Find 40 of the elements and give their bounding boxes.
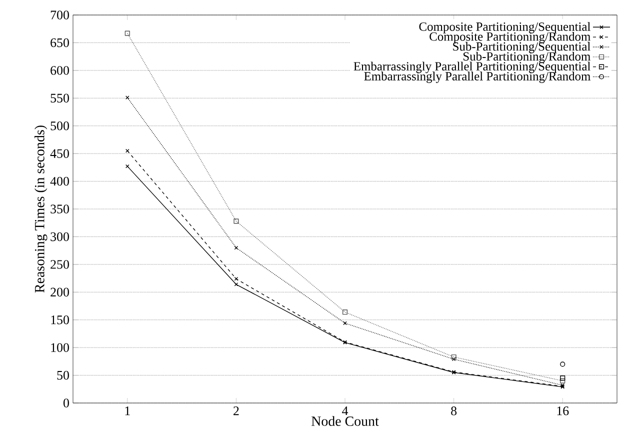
y-tick-label: 650 xyxy=(50,38,69,48)
point xyxy=(560,378,566,384)
x-tick-label: 4 xyxy=(342,406,348,416)
y-tick-label: 550 xyxy=(50,94,69,103)
point xyxy=(124,30,130,36)
y-tick-label: 300 xyxy=(50,232,69,242)
point xyxy=(343,321,347,326)
x-tick-label: 8 xyxy=(451,406,457,416)
y-axis-title: Reasoning Times (in seconds) xyxy=(34,126,48,293)
y-tick-label: 100 xyxy=(51,343,69,352)
point xyxy=(234,276,238,281)
y-tick-label: 350 xyxy=(50,204,69,214)
legend-label: Composite Partitioning/Random xyxy=(430,32,590,44)
legend-label: Sub-Partitioning/Sequential xyxy=(453,42,590,54)
x-tick-label: 1 xyxy=(125,406,130,416)
x-tick-label: 2 xyxy=(234,406,239,416)
x-axis-title: Node Count xyxy=(312,416,379,426)
point xyxy=(234,282,238,286)
legend-label: Sub-Partitioning/Random xyxy=(464,52,590,64)
y-tick-label: 150 xyxy=(51,315,69,324)
y-tick-label: 400 xyxy=(50,176,69,186)
y-tick-label: 200 xyxy=(50,288,69,297)
y-tick-label: 700 xyxy=(50,10,69,20)
legend-label: Embarrassingly Parallel Partitioning/Random xyxy=(364,72,590,84)
point xyxy=(126,96,130,100)
y-tick-label: 50 xyxy=(57,370,69,380)
y-tick-label: 250 xyxy=(50,260,69,269)
y-tick-label: 500 xyxy=(50,121,69,130)
x-tick-label: 16 xyxy=(557,406,569,416)
legend-label: Composite Partitioning/Sequential xyxy=(419,22,590,34)
point xyxy=(560,362,566,367)
y-tick-label: 0 xyxy=(64,398,69,408)
y-tick-label: 600 xyxy=(50,66,69,75)
y-tick-label: 450 xyxy=(50,149,69,158)
point xyxy=(451,354,456,360)
point xyxy=(234,218,239,224)
point xyxy=(126,148,130,153)
point xyxy=(342,310,348,315)
point xyxy=(452,357,456,362)
point xyxy=(560,376,566,381)
